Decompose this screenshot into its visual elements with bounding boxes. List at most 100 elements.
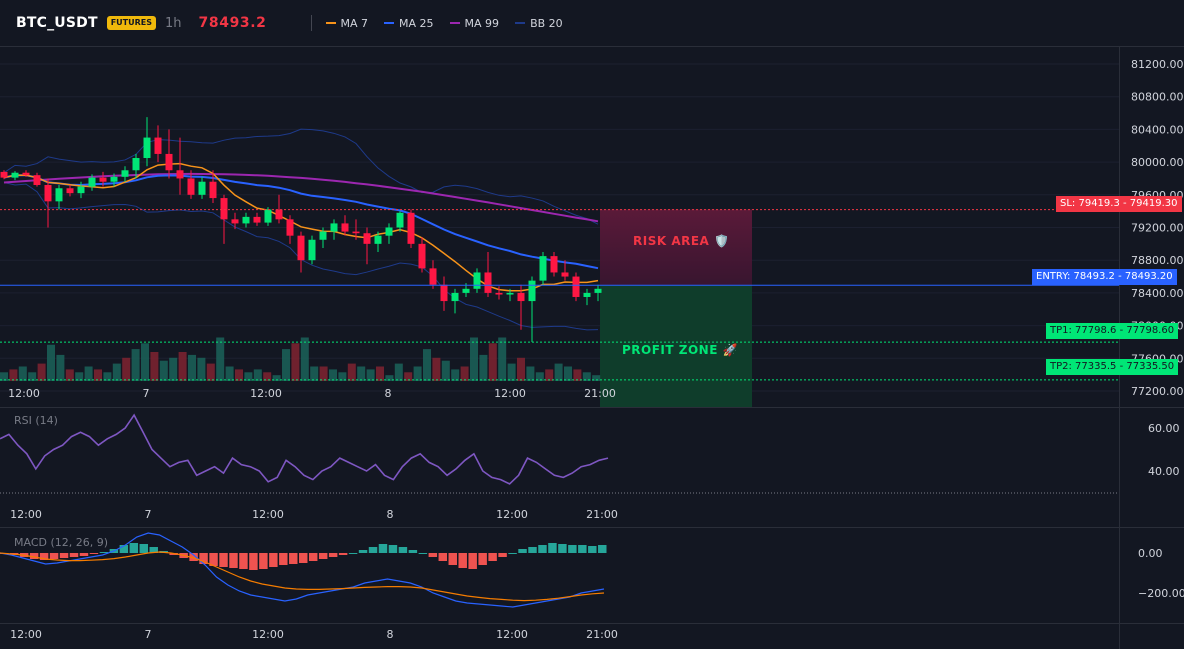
macd-histogram-bar	[89, 553, 99, 554]
candle-body	[253, 216, 261, 223]
legend-ma7[interactable]: MA 7	[325, 16, 369, 30]
macd-histogram-bar	[199, 553, 208, 564]
macd-histogram-bar	[428, 553, 438, 557]
rsi-time-label: 7	[145, 508, 152, 521]
ma7-swatch	[325, 22, 336, 24]
volume-bar	[0, 372, 8, 381]
main-time-label: 7	[143, 387, 150, 400]
rsi-time-label: 12:00	[496, 508, 528, 521]
macd-histogram-bar	[388, 545, 398, 553]
candle-body	[462, 288, 470, 293]
header-divider	[310, 15, 312, 31]
candle-body	[275, 209, 283, 220]
macd-histogram-bar	[189, 553, 198, 561]
price-axis[interactable]: 81200.0080800.0080400.0080000.0079600.00…	[1131, 58, 1184, 398]
volume-bar	[376, 366, 384, 381]
candle-body	[330, 223, 338, 232]
volume-bar	[18, 366, 27, 381]
main-time-label: 12:00	[8, 387, 40, 400]
macd-histogram-bar	[568, 545, 577, 553]
volume-bar	[94, 369, 102, 381]
macd-histogram-bar	[269, 553, 278, 567]
macd-time-label: 12:00	[252, 628, 284, 641]
candle-body	[418, 243, 426, 269]
candle-body	[187, 178, 195, 195]
bb-upper	[3, 128, 599, 225]
candle-body	[363, 233, 371, 244]
rsi-line	[0, 413, 609, 485]
macd-histogram-bar	[378, 544, 388, 553]
volume-bar	[282, 349, 290, 381]
symbol-name[interactable]: BTC_USDT	[16, 15, 98, 31]
volume-bar	[75, 372, 84, 381]
rsi-pane[interactable]: 60.00 40.00	[0, 413, 1180, 494]
macd-histogram-bar	[308, 553, 318, 561]
candle-body	[132, 158, 140, 171]
price-axis-label: 80800.00	[1131, 91, 1184, 104]
candle-body	[484, 272, 492, 293]
legend-ma25-label: MA 25	[399, 16, 434, 30]
tp1-tag[interactable]: TP1: 77798.6 - 77798.60	[1046, 323, 1179, 339]
macd-histogram-bar	[448, 553, 457, 565]
volume-bar	[131, 349, 140, 381]
macd-time-label: 12:00	[496, 628, 528, 641]
macd-time-label: 7	[145, 628, 152, 641]
volume-bar	[432, 357, 441, 381]
volume-bar	[413, 366, 422, 381]
candle-body	[396, 212, 404, 228]
macd-histogram-bar	[558, 544, 567, 553]
volume-bar	[423, 349, 431, 381]
macd-time-label: 21:00	[586, 628, 618, 641]
macd-histogram-bar	[209, 553, 218, 566]
volume-bar	[178, 352, 187, 381]
macd-histogram-bar	[498, 553, 507, 557]
candle-body	[231, 219, 239, 224]
macd-histogram-bar	[488, 553, 497, 561]
profit-zone-label: PROFIT ZONE 🚀	[622, 343, 739, 357]
candle-body	[11, 172, 19, 178]
candle-body	[165, 153, 173, 171]
volume-bar	[385, 375, 394, 381]
macd-histogram-bar	[538, 545, 547, 553]
candle-body	[572, 276, 580, 297]
ma25-swatch	[384, 22, 395, 24]
candle-body	[209, 181, 217, 199]
macd-axis-label: 0.00	[1138, 547, 1163, 560]
tp1-tag-value: 77798.60	[1126, 325, 1175, 336]
macd-histogram-bar	[69, 553, 79, 557]
timeframe-selector[interactable]: 1h	[165, 15, 182, 31]
volume-bar	[357, 366, 366, 381]
price-axis-label: 78800.00	[1131, 254, 1184, 267]
volume-bar	[84, 366, 93, 381]
volume-bar	[470, 337, 478, 381]
volume-bar	[488, 343, 497, 381]
volume-bar	[216, 337, 225, 381]
price-axis-label: 78400.00	[1131, 287, 1184, 300]
macd-axis-label: −200.00	[1138, 587, 1184, 600]
volume-bar	[460, 366, 469, 381]
sl-tag[interactable]: SL: 79419.3 - 79419.30	[1056, 196, 1182, 212]
legend-ma25[interactable]: MA 25	[384, 17, 434, 30]
legend-bb20[interactable]: BB 20	[515, 17, 563, 30]
volume-bar	[263, 372, 272, 381]
volume-bar	[394, 363, 403, 381]
candle-body	[594, 288, 602, 293]
rsi-time-label: 21:00	[586, 508, 618, 521]
legend-ma99[interactable]: MA 99	[449, 17, 499, 30]
legend-ma7-label: MA 7	[340, 16, 369, 30]
macd-histogram-bar	[578, 545, 587, 553]
price-grid	[0, 63, 1119, 392]
macd-histogram-bar	[518, 549, 527, 553]
volume-bar	[141, 343, 149, 381]
volume-bar	[404, 372, 413, 381]
tp2-tag[interactable]: TP2: 77335.5 - 77335.50	[1046, 359, 1179, 375]
candle-body	[495, 292, 503, 295]
macd-histogram-bar	[229, 553, 238, 568]
macd-histogram-bar	[39, 553, 49, 560]
macd-histogram-bar	[139, 544, 149, 553]
bollinger-bands	[3, 128, 599, 331]
price-axis-label: 79200.00	[1131, 222, 1184, 235]
macd-pane[interactable]: 0.00 −200.00	[0, 532, 1184, 608]
entry-tag[interactable]: ENTRY: 78493.2 - 78493.20	[1032, 269, 1177, 285]
